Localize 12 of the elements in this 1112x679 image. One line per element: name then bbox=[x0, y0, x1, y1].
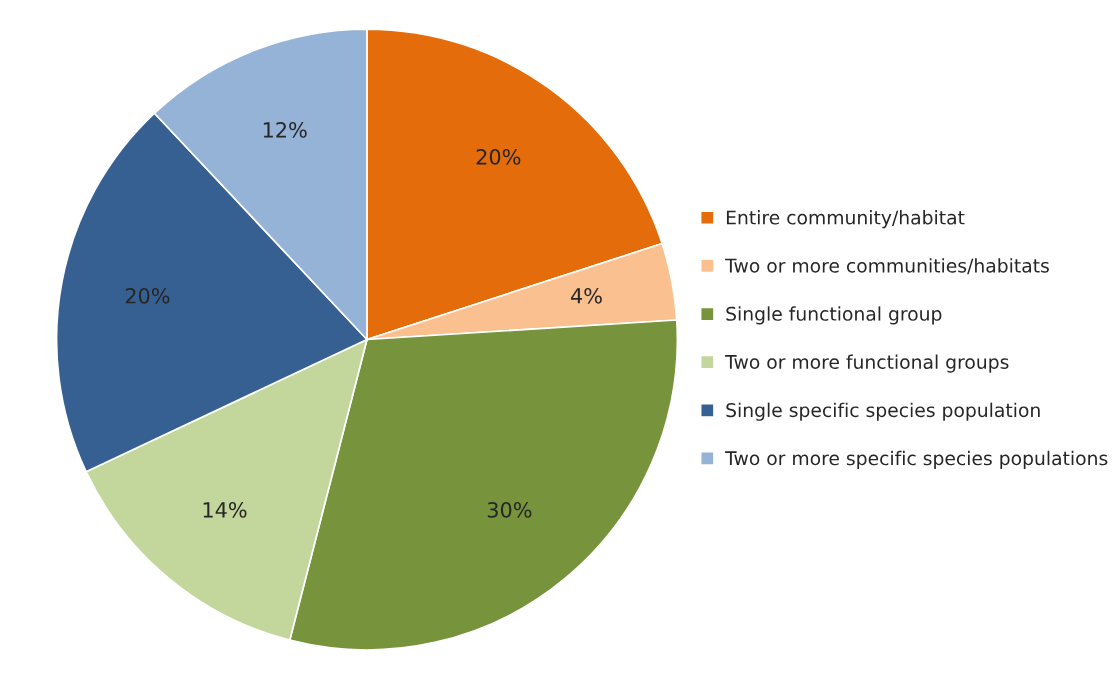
legend-label: Single specific species population bbox=[726, 402, 1040, 421]
legend-label: Two or more functional groups bbox=[725, 354, 1009, 373]
legend-label: Entire community/habitat bbox=[726, 210, 965, 229]
data-label: 20% bbox=[476, 148, 521, 165]
data-label: 12% bbox=[263, 121, 307, 138]
data-label: 4% bbox=[570, 287, 602, 304]
legend-label: Single functional group bbox=[726, 306, 942, 325]
data-label: 30% bbox=[487, 501, 532, 518]
data-label: 20% bbox=[125, 287, 170, 304]
data-label: 14% bbox=[203, 501, 247, 518]
legend-label: Two or more communities/habitats bbox=[725, 258, 1049, 275]
legend-label: Two or more specific species populations bbox=[725, 450, 1108, 469]
